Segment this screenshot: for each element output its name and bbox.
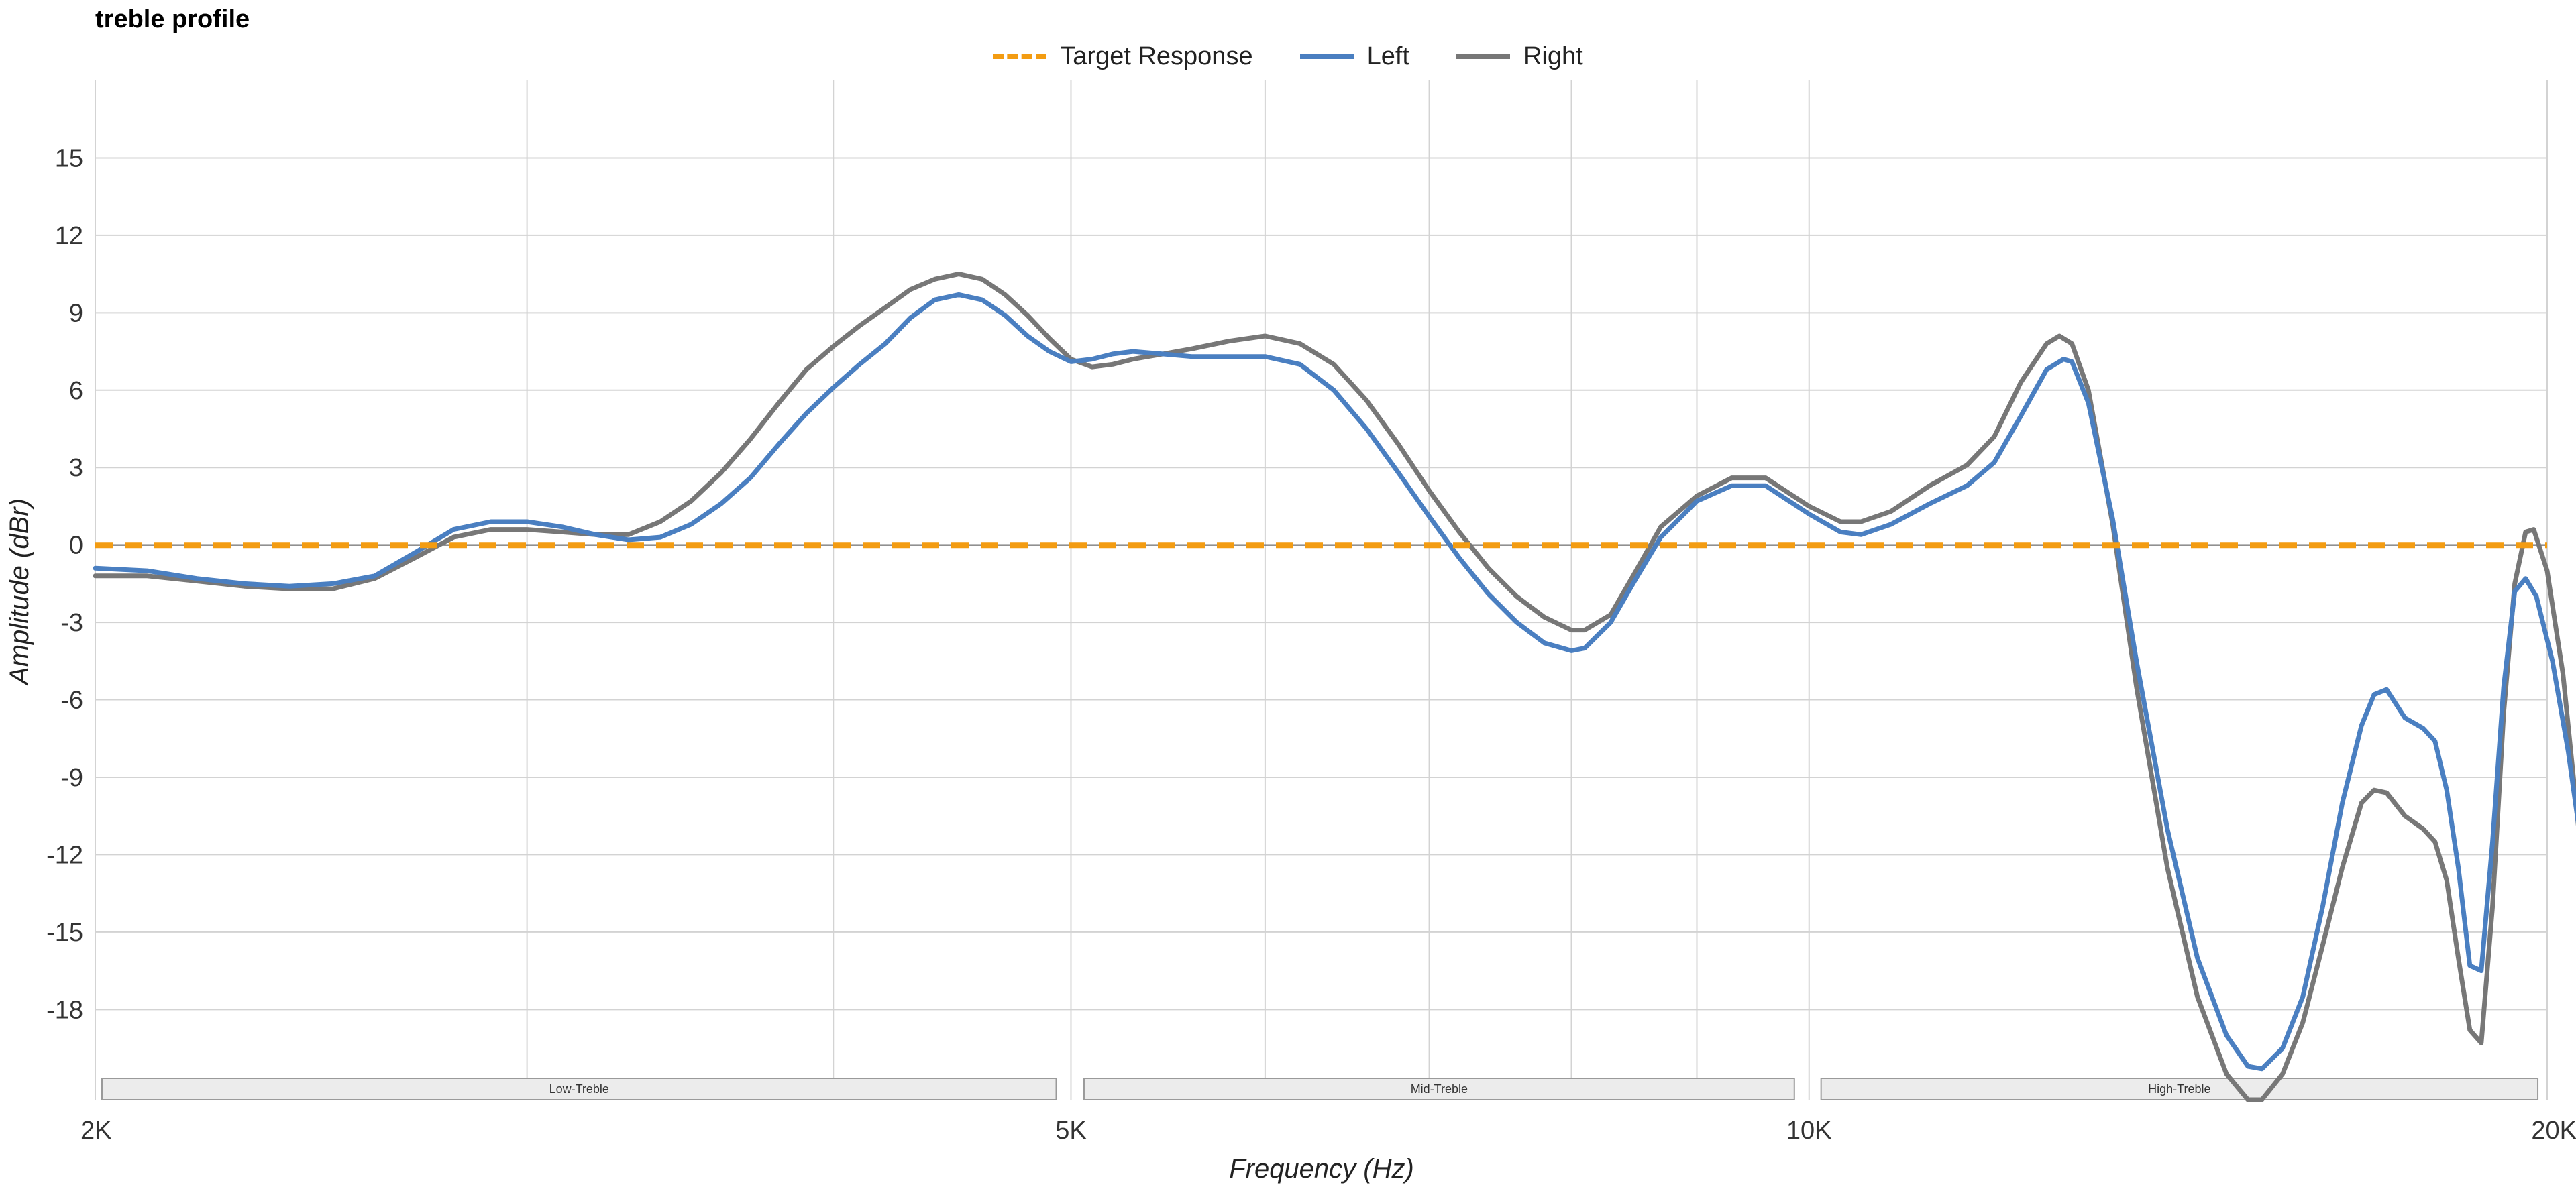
x-tick-label: 5K	[1055, 1117, 1086, 1145]
x-axis-title: Frequency (Hz)	[1229, 1154, 1414, 1184]
series-line-right	[93, 272, 2576, 1102]
legend-item-left[interactable]: Left	[1299, 42, 1409, 71]
y-tick-label: -18	[46, 996, 83, 1024]
legend-item-target[interactable]: Target Response	[993, 42, 1253, 71]
axis-layer: 15 12 9 6 3 0 -3 -6 -9 -12 -15 -18 2K 5K 10K 20K	[46, 144, 2576, 1145]
band-label: Mid-Treble	[1411, 1082, 1468, 1096]
series-layer	[93, 272, 2576, 1102]
legend-label-left: Left	[1366, 42, 1409, 70]
legend-swatch-target	[993, 54, 1047, 59]
band-box	[101, 1078, 1057, 1100]
band-box	[1820, 1078, 2539, 1100]
legend-label-target: Target Response	[1060, 42, 1253, 70]
band-label: Low-Treble	[549, 1082, 609, 1096]
band-label: High-Treble	[2148, 1082, 2210, 1096]
x-tick-label: 2K	[80, 1117, 111, 1145]
x-tick-label: 10K	[1786, 1117, 1832, 1145]
y-axis-title: Amplitude (dBr)	[5, 498, 34, 686]
y-tick-label: -3	[60, 609, 83, 637]
band-box	[1083, 1078, 1795, 1100]
grid-layer	[95, 80, 2548, 1100]
legend-swatch-left	[1299, 54, 1354, 59]
series-line-left	[93, 292, 2576, 1072]
y-tick-label: -6	[60, 687, 83, 715]
legend: Target Response Left Right	[0, 35, 2576, 78]
y-tick-label: 3	[69, 454, 83, 482]
x-tick-label: 20K	[2531, 1117, 2576, 1145]
legend-swatch-right	[1456, 54, 1510, 59]
y-tick-label: -9	[60, 764, 83, 792]
y-tick-label: 12	[55, 222, 83, 250]
y-tick-label: -12	[46, 841, 83, 869]
band-layer: Low-Treble Mid-Treble High-Treble	[101, 1078, 2539, 1100]
y-tick-label: 9	[69, 299, 83, 327]
y-tick-label: 15	[55, 144, 83, 172]
y-tick-label: -15	[46, 919, 83, 947]
chart-title: treble profile	[95, 5, 250, 34]
legend-label-right: Right	[1523, 42, 1583, 70]
legend-item-right[interactable]: Right	[1456, 42, 1583, 71]
y-tick-label: 0	[69, 532, 83, 560]
y-tick-label: 6	[69, 377, 83, 405]
